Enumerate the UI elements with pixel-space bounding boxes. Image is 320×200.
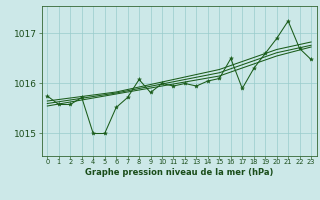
X-axis label: Graphe pression niveau de la mer (hPa): Graphe pression niveau de la mer (hPa) (85, 168, 273, 177)
